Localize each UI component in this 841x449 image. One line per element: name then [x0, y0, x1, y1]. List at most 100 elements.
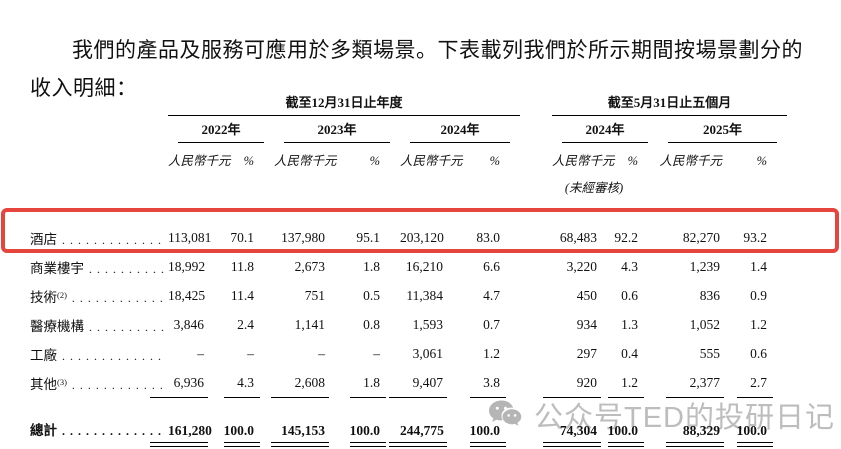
cell-amount: 450 — [576, 287, 598, 303]
cell-amount: 3,061 — [412, 345, 443, 361]
cell-percent: 4.3 — [621, 258, 639, 274]
cell-amount: 836 — [699, 287, 721, 303]
cell-amount: 1,141 — [294, 316, 325, 332]
period-group-five-months: 截至5月31日止五個月 — [552, 90, 788, 116]
cell-percent: 0.6 — [621, 287, 639, 303]
unit-percent-label: % — [489, 154, 501, 168]
row-label: 其他(3) — [30, 368, 168, 397]
dot-leader — [89, 262, 166, 277]
row-label: 商業樓宇 — [30, 252, 168, 281]
cell-percent: 1.2 — [483, 345, 501, 361]
unit-percent-label: % — [627, 154, 639, 168]
cell-percent: 0.6 — [750, 345, 768, 361]
dot-leader — [62, 349, 166, 364]
unit-percent-label: % — [756, 154, 768, 168]
table-row-factory: 工廠 – – – – 3,061 1.2 297 0.4 555 0.6 — [30, 339, 787, 368]
cell-amount: 1,593 — [412, 316, 443, 332]
row-label: 工廠 — [30, 339, 168, 368]
cell-amount: 88,329 — [658, 397, 726, 449]
unit-amount-label: 人民幣千元 — [659, 154, 723, 168]
cell-amount: – — [318, 345, 325, 361]
cell-percent: 0.4 — [621, 345, 639, 361]
dot-leader — [72, 291, 166, 306]
cell-percent: 70.1 — [230, 229, 254, 245]
cell-percent: 1.3 — [621, 316, 639, 332]
cell-amount: 2,608 — [271, 368, 331, 398]
table-row-hotel: 酒店 113,081 70.1 137,980 95.1 203,120 83.… — [30, 223, 787, 252]
table-row-medical: 醫療機構 3,846 2.4 1,141 0.8 1,593 0.7 934 1… — [30, 310, 787, 339]
cell-amount: 751 — [304, 287, 325, 303]
cell-percent: 0.8 — [363, 316, 380, 332]
cell-percent: 4.3 — [210, 368, 274, 398]
cell-amount: 244,775 — [389, 397, 449, 449]
cell-amount: – — [197, 345, 204, 361]
period-group-header-row: 截至12月31日止年度 截至5月31日止五個月 — [30, 90, 788, 116]
cell-percent: 1.8 — [331, 368, 400, 398]
year-2024-5m: 2024年 — [552, 116, 658, 143]
unit-amount-label: 人民幣千元 — [400, 154, 463, 168]
unaudited-note: (未經審核) — [564, 181, 624, 195]
footnote-marker: (3) — [57, 376, 67, 387]
cell-percent: 100.0 — [603, 397, 658, 449]
year-2024: 2024年 — [400, 116, 520, 143]
cell-amount: 11,384 — [406, 287, 443, 303]
year-2022: 2022年 — [168, 116, 274, 143]
row-label: 技術(2) — [30, 281, 168, 310]
cell-amount: 934 — [576, 316, 598, 332]
year-header-row: 2022年 2023年 2024年 2024年 2025年 — [30, 116, 787, 143]
column-spacer — [520, 116, 552, 143]
revenue-by-scenario-table: 截至12月31日止年度 截至5月31日止五個月 2022年 2023年 2024… — [30, 90, 788, 449]
cell-percent: 83.0 — [476, 229, 501, 245]
cell-percent: 0.9 — [750, 287, 768, 303]
watermark-text: 公众号TED的投研日记 — [534, 402, 836, 434]
cell-percent: 3.8 — [449, 368, 520, 398]
cell-amount: 74,304 — [543, 397, 603, 449]
cell-percent: 2.4 — [237, 316, 254, 332]
footnote-marker: (2) — [57, 289, 67, 300]
table-row-total: 總計 161,280 100.0 145,153 100.0 244,775 1… — [30, 397, 787, 449]
dot-leader — [62, 233, 166, 248]
revenue-table-wrap: 截至12月31日止年度 截至5月31日止五個月 2022年 2023年 2024… — [30, 90, 788, 449]
cell-amount: 2,673 — [294, 258, 325, 274]
cell-percent: 100.0 — [726, 397, 787, 449]
cell-amount: 6,936 — [150, 368, 210, 398]
cell-percent: 1.8 — [363, 258, 380, 274]
dot-leader — [62, 424, 166, 439]
cell-amount: 82,270 — [682, 229, 721, 245]
cell-percent: 1.2 — [603, 368, 658, 398]
cell-amount: 113,081 — [168, 229, 212, 245]
year-2023: 2023年 — [274, 116, 400, 143]
cell-percent: 11.4 — [230, 287, 254, 303]
cell-amount: 9,407 — [389, 368, 449, 398]
table-row-others: 其他(3) 6,936 4.3 2,608 1.8 9,407 3.8 920 … — [30, 368, 787, 398]
cell-percent: 100.0 — [210, 397, 274, 449]
row-label: 總計 — [30, 397, 168, 449]
cell-percent: 0.7 — [483, 316, 501, 332]
cell-percent: – — [247, 345, 254, 361]
column-spacer — [520, 174, 552, 223]
cell-amount: 18,992 — [168, 258, 206, 274]
cell-percent: 11.8 — [230, 258, 254, 274]
cell-amount: 2,377 — [658, 368, 726, 398]
dot-leader — [89, 320, 166, 335]
period-group-annual: 截至12月31日止年度 — [168, 90, 521, 116]
wechat-icon — [489, 400, 522, 426]
column-spacer — [520, 90, 552, 116]
watermark: 公众号TED的投研日记 — [488, 394, 835, 436]
intro-paragraph: 我們的產品及服務可應用於多類場景。下表載列我們於所示期間按場景劃分的收入明細： — [30, 38, 803, 100]
row-label: 酒店 — [30, 223, 168, 252]
cell-percent: 0.5 — [363, 287, 380, 303]
row-label: 醫療機構 — [30, 310, 168, 339]
unit-amount-label: 人民幣千元 — [552, 154, 615, 168]
cell-amount: 920 — [543, 368, 603, 398]
cell-percent: 100.0 — [331, 397, 400, 449]
cell-percent: 1.4 — [750, 258, 768, 274]
cell-percent: 93.2 — [743, 229, 768, 245]
cell-amount: 3,220 — [566, 258, 598, 274]
unit-percent-label: % — [243, 154, 254, 168]
column-spacer — [520, 143, 552, 174]
cell-percent: 95.1 — [356, 229, 380, 245]
cell-amount: 68,483 — [559, 229, 598, 245]
cell-amount: 145,153 — [271, 397, 331, 449]
cell-amount: 161,280 — [150, 397, 212, 449]
